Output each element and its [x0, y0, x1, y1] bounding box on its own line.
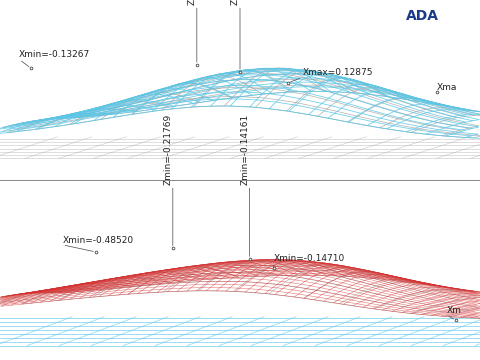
Text: Xma: Xma [437, 83, 457, 92]
Text: Xmax=0.12875: Xmax=0.12875 [302, 68, 373, 77]
Text: Zmin=-0.19343: Zmin=-0.19343 [231, 0, 240, 5]
Text: Xmin=-0.14710: Xmin=-0.14710 [274, 254, 345, 263]
Text: ADA: ADA [406, 9, 439, 23]
Text: Xm: Xm [446, 306, 461, 315]
Text: Xmin=-0.48520: Xmin=-0.48520 [62, 236, 133, 245]
Text: Xmin=-0.13267: Xmin=-0.13267 [19, 50, 90, 59]
Text: Zmin=-0.14161: Zmin=-0.14161 [240, 114, 250, 185]
Text: Zmin=-0.21930: Zmin=-0.21930 [188, 0, 197, 5]
Text: Zmin=-0.21769: Zmin=-0.21769 [164, 114, 173, 185]
